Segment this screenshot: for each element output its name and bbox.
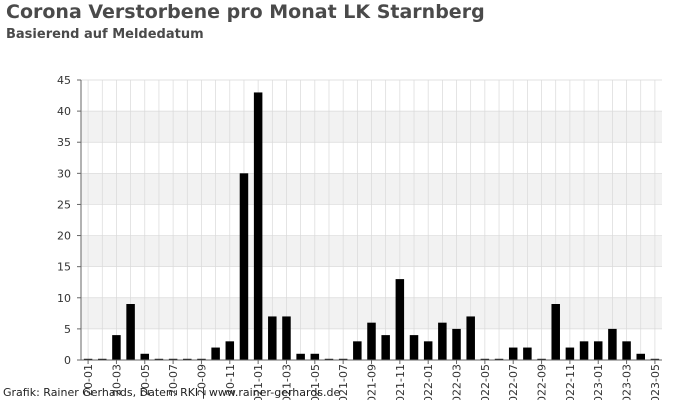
- x-tick-label: 2021-09: [366, 364, 379, 400]
- x-tick-label: 2021-03: [280, 364, 293, 400]
- bar: [480, 358, 490, 360]
- x-tick-label: 2021-11: [394, 364, 407, 400]
- y-tick-label: 35: [57, 136, 71, 149]
- bar: [296, 353, 305, 360]
- bar: [154, 358, 164, 360]
- bar: [268, 316, 277, 360]
- y-tick-label: 15: [57, 261, 71, 274]
- bar: [197, 358, 206, 360]
- bar: [83, 358, 93, 360]
- bar: [239, 173, 249, 360]
- bar: [565, 347, 575, 360]
- x-tick-label: 2022-07: [507, 364, 520, 400]
- x-tick-label: 2022-11: [564, 364, 577, 400]
- bar: [650, 358, 660, 360]
- bar: [324, 358, 334, 360]
- bar: [395, 279, 405, 360]
- bar: [551, 304, 560, 360]
- bar: [98, 358, 107, 360]
- x-axis-ticks: 20-01 20-03 20-05 20-07 20-09 20-11 2021-01 202…: [82, 360, 662, 400]
- bar: [452, 328, 461, 360]
- source-credit: Grafik: Rainer Gerhards, Daten: RKI | ww…: [3, 386, 341, 399]
- x-tick-label: 2022-05: [479, 364, 492, 400]
- y-tick-label: 20: [57, 230, 71, 243]
- bar: [508, 347, 518, 360]
- bar: [112, 335, 121, 360]
- x-tick-label: 20-11: [224, 364, 237, 396]
- y-tick-label: 25: [57, 198, 71, 211]
- x-tick-label: 20-01: [82, 364, 95, 396]
- y-axis-ticks: 0 5 10 15 20 25 30 35 40 45: [57, 74, 81, 367]
- bar: [438, 322, 447, 360]
- x-tick-label: 20-03: [110, 364, 123, 396]
- x-tick-label: 2023-01: [592, 364, 605, 400]
- y-tick-label: 5: [64, 323, 71, 336]
- horizontal-gridlines: [81, 79, 662, 361]
- bar: [608, 328, 617, 360]
- x-tick-label: 2021-05: [309, 364, 322, 400]
- bar: [593, 341, 603, 360]
- bar: [140, 353, 150, 360]
- bar: [381, 335, 390, 360]
- bar: [636, 353, 645, 360]
- bar: [168, 358, 178, 360]
- bar: [494, 358, 504, 360]
- x-tick-label: 20-07: [167, 364, 180, 396]
- vertical-gridlines: [87, 80, 656, 360]
- x-tick-label: 2022-01: [422, 364, 435, 400]
- x-tick-label: 20-05: [139, 364, 152, 396]
- chart-subtitle: Basierend auf Meldedatum: [6, 27, 204, 42]
- y-tick-label: 45: [57, 74, 71, 87]
- x-tick-label: 2023-05: [649, 364, 662, 400]
- x-tick-label: 2021-01: [252, 364, 265, 400]
- bar: [253, 92, 263, 360]
- bar: [466, 316, 475, 360]
- bar: [409, 335, 419, 360]
- bar: [523, 347, 532, 360]
- bar: [126, 304, 135, 360]
- x-tick-label: 2021-07: [337, 364, 350, 400]
- y-tick-label: 0: [64, 354, 71, 367]
- bar: [622, 341, 631, 360]
- bar: [211, 347, 220, 360]
- x-tick-label: 2022-09: [536, 364, 549, 400]
- x-tick-label: 2022-03: [451, 364, 464, 400]
- chart-title: Corona Verstorbene pro Monat LK Starnber…: [6, 1, 485, 23]
- y-tick-label: 30: [57, 167, 71, 180]
- x-tick-label: 20-09: [195, 364, 208, 396]
- y-tick-label: 40: [57, 105, 71, 118]
- bars: [83, 92, 660, 360]
- y-tick-label: 10: [57, 292, 71, 305]
- bar: [353, 341, 362, 360]
- bar: [225, 341, 235, 360]
- x-tick-label: 2023-03: [621, 364, 634, 400]
- bar: [579, 341, 589, 360]
- bar: [367, 322, 376, 360]
- bar: [537, 358, 546, 360]
- bar: [338, 358, 348, 360]
- bar: [282, 316, 291, 360]
- bar: [423, 341, 433, 360]
- bar: [183, 358, 192, 360]
- bar: [310, 353, 320, 360]
